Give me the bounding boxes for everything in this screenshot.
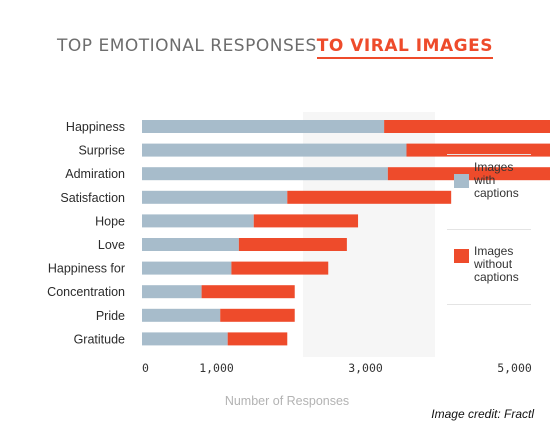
category-label-happiness: Happiness	[66, 120, 125, 134]
bar-concentration-without-captions	[201, 285, 295, 299]
image-credit: Image credit: Fractl	[431, 407, 534, 421]
bar-surprise-with-captions	[142, 143, 407, 157]
legend-item-without-captions: Images without captions	[447, 229, 531, 305]
category-label-pride: Pride	[96, 309, 125, 323]
bar-surprise-without-captions	[406, 143, 550, 157]
chart-title: TOP EMOTIONAL RESPONSESTO VIRAL IMAGES	[0, 36, 550, 59]
bar-happiness-with-captions	[142, 120, 385, 133]
bar-pride-with-captions	[142, 308, 221, 322]
bar-gratitude-with-captions	[142, 332, 228, 346]
x-tick-3000: 3,000	[348, 361, 383, 375]
bar-happiness-without-captions	[384, 120, 550, 133]
bar-love-with-captions	[142, 238, 239, 251]
x-tick-1000: 1,000	[199, 361, 234, 375]
category-label-love: Love	[98, 238, 125, 252]
legend-label-with-captions: Images with captions	[474, 160, 519, 200]
x-tick-5000: 5,000	[497, 361, 532, 375]
category-label-satisfaction: Satisfaction	[60, 191, 125, 205]
legend-label-without-captions: Images without captions	[474, 244, 519, 284]
category-label-admiration: Admiration	[65, 167, 125, 181]
bars	[142, 120, 550, 346]
bar-satisfaction-with-captions	[142, 190, 288, 204]
category-label-concentration: Concentration	[47, 285, 125, 299]
bar-pride-without-captions	[220, 308, 295, 322]
legend-swatch-without-captions	[454, 249, 469, 263]
bar-concentration-with-captions	[142, 285, 202, 299]
category-label-gratitude: Gratitude	[74, 332, 125, 346]
legend-swatch-with-captions	[454, 174, 469, 188]
category-label-hope: Hope	[95, 214, 125, 228]
bar-hope-with-captions	[142, 214, 254, 228]
bar-admiration-with-captions	[142, 167, 388, 181]
bar-admiration-without-captions	[387, 167, 550, 181]
bar-happiness-for-without-captions	[231, 261, 329, 275]
category-label-happiness-for: Happiness for	[48, 262, 125, 276]
x-tick-0: 0	[142, 361, 149, 375]
category-labels: Happiness Surprise Admiration Satisfaction H…	[47, 120, 125, 346]
legend-item-with-captions: Images with captions	[447, 154, 531, 229]
legend: Images with captions Images without capt…	[447, 154, 531, 305]
bar-gratitude-without-captions	[227, 332, 288, 346]
category-label-surprise: Surprise	[78, 144, 125, 158]
bar-happiness-for-with-captions	[142, 261, 232, 275]
title-part-1: TOP EMOTIONAL RESPONSES	[57, 36, 317, 56]
bar-satisfaction-without-captions	[287, 190, 452, 204]
title-part-2: TO VIRAL IMAGES	[316, 36, 493, 59]
bar-hope-without-captions	[253, 214, 359, 228]
bar-love-without-captions	[238, 238, 347, 251]
x-axis-label: Number of Responses	[225, 394, 349, 408]
